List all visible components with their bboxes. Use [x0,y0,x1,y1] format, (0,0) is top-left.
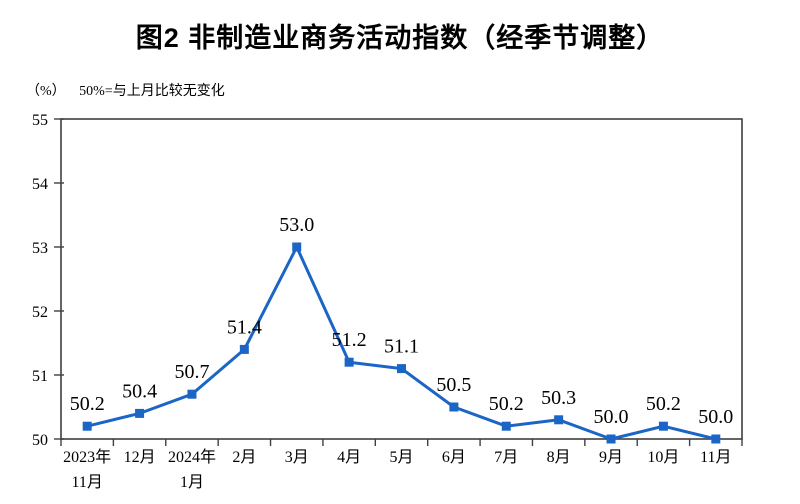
data-point-marker [239,344,249,354]
x-tick-label: 10月 [647,449,679,466]
y-tick-label: 55 [32,112,48,129]
x-tick-label: 5月 [389,449,413,466]
data-point-marker [135,408,145,418]
baseline-note-label: 50%=与上月比较无变化 [79,84,225,99]
plot-border [60,118,743,440]
data-point-label: 50.2 [70,393,105,415]
y-tick-label: 50 [32,432,48,449]
chart-title: 图2 非制造业商务活动指数（经季节调整） [135,23,665,53]
x-tick-label: 3月 [285,449,309,466]
data-point-marker [82,421,92,431]
x-tick-label: 6月 [442,449,466,466]
data-point-marker [606,434,616,444]
data-point-marker [344,357,354,367]
x-tick-label: 12月 [124,449,156,466]
data-point-marker [554,415,564,425]
data-point-marker [658,421,668,431]
y-tick-label: 51 [32,368,48,385]
data-point-marker [292,242,302,252]
data-point-label: 50.5 [436,374,471,396]
data-point-label: 50.0 [698,406,733,428]
data-point-label: 51.4 [227,316,262,338]
data-point-label: 50.2 [646,393,681,415]
data-point-marker [501,421,511,431]
data-point-label: 50.7 [174,361,209,383]
data-point-label: 51.2 [332,329,367,351]
data-point-label: 50.2 [489,393,524,415]
x-tick-label: 11月 [71,474,102,491]
y-tick-label: 54 [32,176,48,193]
y-tick-label: 52 [32,304,48,321]
data-point-marker [711,434,721,444]
x-tick-label: 9月 [599,449,623,466]
chart-subtitle: （%） 50%=与上月比较无变化 [26,80,225,100]
x-tick-label: 2023年 [63,448,111,466]
x-tick-label: 2024年 [168,448,216,466]
data-point-label: 53.0 [279,214,314,236]
data-point-label: 50.3 [541,387,576,409]
x-tick-label: 8月 [547,449,571,466]
data-point-label: 51.1 [384,336,419,358]
x-tick-label: 4月 [337,449,361,466]
data-point-marker [397,364,406,374]
x-tick-label: 1月 [180,474,204,491]
data-point-label: 50.0 [594,406,629,428]
x-tick-label: 7月 [494,449,518,466]
data-point-marker [187,389,197,399]
x-tick-label: 11月 [700,449,731,466]
y-tick-label: 53 [32,240,48,257]
data-point-marker [449,402,459,412]
y-axis-unit-label: （%） [26,84,66,99]
data-point-label: 50.4 [122,380,157,402]
x-tick-label: 2月 [232,449,256,466]
